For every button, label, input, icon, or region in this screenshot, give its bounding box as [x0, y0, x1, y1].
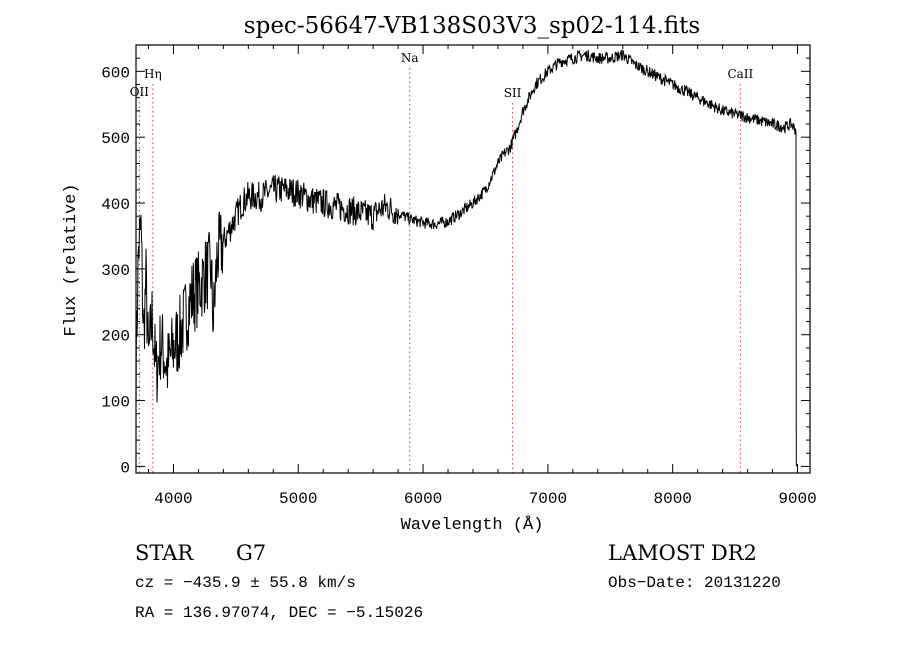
x-tick-label: 9000	[778, 490, 816, 508]
x-tick-label: 5000	[279, 490, 317, 508]
x-tick-label: 8000	[654, 490, 692, 508]
line-marker-label: Hη	[144, 67, 162, 81]
y-tick-label: 0	[120, 459, 130, 477]
observation-date: Obs−Date: 20131220	[608, 574, 781, 592]
spectral-line-markers: OII Hη Na SII CaII	[130, 51, 754, 473]
y-axis-label: Flux (relative)	[62, 183, 81, 336]
line-marker-label: Na	[401, 51, 419, 65]
x-tick-label: 6000	[404, 490, 442, 508]
redshift-readout: cz = −435.9 ± 55.8 km/s	[135, 574, 356, 592]
y-tick-label: 600	[101, 64, 130, 82]
line-marker-label: CaII	[727, 67, 753, 81]
spectrum-line	[135, 49, 797, 467]
object-class: STAR	[135, 541, 194, 565]
object-subclass: G7	[236, 541, 267, 565]
chart-title: spec-56647-VB138S03V3_sp02-114.fits	[244, 13, 700, 39]
axis-ticks	[136, 44, 810, 473]
x-axis-label: Wavelength (Å)	[401, 516, 544, 535]
plot-frame	[135, 44, 811, 474]
y-tick-label: 100	[101, 394, 130, 412]
y-tick-label: 200	[101, 328, 130, 346]
x-tick-label: 4000	[154, 490, 192, 508]
y-tick-label: 300	[101, 262, 130, 280]
coordinates-readout: RA = 136.97074, DEC = −5.15026	[135, 604, 424, 622]
survey-name: LAMOST DR2	[608, 541, 757, 565]
line-marker-label: OII	[130, 85, 150, 99]
y-tick-label: 500	[101, 130, 130, 148]
axis-tick-labels: 4000 5000 6000 7000 8000 9000 0 100 200 300 400 500…	[101, 64, 817, 508]
line-marker-label: SII	[504, 86, 522, 100]
y-tick-label: 400	[101, 196, 130, 214]
x-tick-label: 7000	[529, 490, 567, 508]
